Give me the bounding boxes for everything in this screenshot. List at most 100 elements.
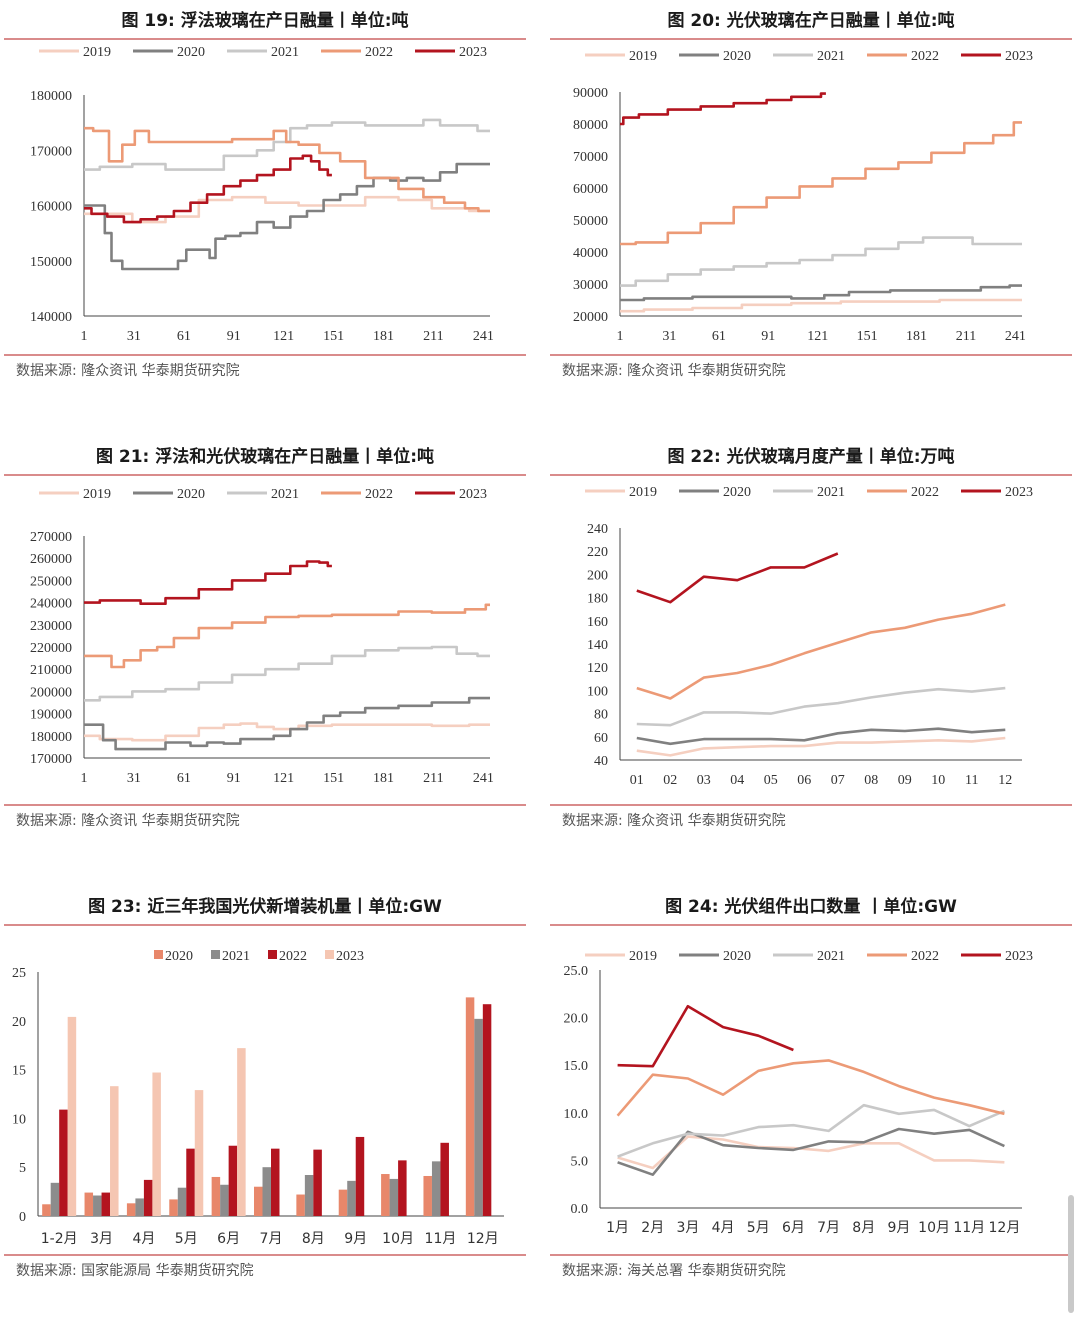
x-tick-label: 121 (273, 771, 294, 786)
x-tick-label: 5月 (747, 1220, 770, 1236)
legend-label-2019: 2019 (83, 487, 111, 502)
y-tick-label: 250000 (30, 574, 72, 589)
chart-21-svg: 2019 2020 2021 2022 2023 170000 180000 190000 20… (30, 487, 494, 786)
x-tick-label: 1 (617, 329, 624, 344)
bar-2020-12月 (465, 997, 475, 1216)
bar-2021-8月 (304, 1175, 314, 1216)
y-tick-label: 230000 (30, 619, 72, 634)
legend-label-2020: 2020 (723, 949, 751, 964)
bar-2023-4月 (152, 1072, 161, 1216)
legend-label-2023: 2023 (1005, 49, 1033, 64)
y-tick-label: 160 (587, 615, 608, 630)
bar-2023-6月 (237, 1048, 246, 1216)
series-line-2020 (617, 1127, 1005, 1176)
y-tick-label: 200000 (30, 685, 72, 700)
y-tick-label: 180000 (30, 730, 72, 745)
y-tick-label: 20.0 (564, 1012, 589, 1027)
x-tick-label: 151 (323, 771, 344, 786)
bar-2023-3月 (110, 1086, 119, 1216)
x-tick-label: 01 (630, 773, 644, 788)
legend-label-2023: 2023 (1005, 485, 1033, 500)
y-tick-label: 10.0 (564, 1107, 589, 1122)
x-tick-label: 03 (697, 773, 711, 788)
x-tick-label: 12月 (467, 1231, 499, 1247)
x-tick-label: 5月 (175, 1231, 198, 1247)
chart-panel-23: 图 23: 近三年我国光伏新增装机量丨单位:GW 2020 2021 2022 202… (4, 890, 526, 1290)
legend-swatch-2020 (154, 950, 163, 959)
series-line-2020 (636, 727, 1006, 746)
series-line-2022 (84, 126, 490, 213)
y-tick-label: 10 (12, 1112, 26, 1127)
chart-title-24: 图 24: 光伏组件出口数量 丨单位:GW (550, 890, 1072, 926)
x-tick-label: 211 (423, 329, 443, 344)
x-tick-label: 11月 (953, 1220, 985, 1236)
series-line-2019 (636, 736, 1006, 757)
x-tick-label: 181 (373, 771, 394, 786)
x-tick-label: 1 (81, 771, 88, 786)
series-line-2020 (84, 696, 490, 751)
x-tick-label: 91 (227, 771, 241, 786)
y-tick-label: 200 (587, 568, 608, 583)
bar-2020-11月 (423, 1175, 432, 1216)
chart-panel-21: 图 21: 浮法和光伏玻璃在产日融量丨单位:吨 2019 2020 2021 2022… (4, 440, 526, 832)
y-tick-label: 180 (587, 592, 608, 607)
legend-label-2020: 2020 (177, 487, 205, 502)
y-tick-label: 70000 (573, 150, 608, 165)
y-tick-label: 190000 (30, 708, 72, 723)
x-tick-label: 9月 (887, 1220, 910, 1236)
source-divider (550, 804, 1072, 806)
x-tick-label: 151 (323, 329, 344, 344)
legend-swatch-2021 (211, 950, 220, 959)
chart-panel-22: 图 22: 光伏玻璃月度产量丨单位:万吨 2019 2020 2021 2022 202… (550, 440, 1072, 832)
bar-2022-12月 (482, 1004, 492, 1216)
y-tick-label: 5 (19, 1161, 26, 1176)
legend-label-2023: 2023 (459, 487, 487, 502)
chart-source-22: 数据来源: 隆众资讯 华泰期货研究院 (562, 813, 786, 829)
y-tick-label: 40000 (573, 246, 608, 261)
bar-2021-12月 (474, 1018, 483, 1216)
bar-2020-4月 (126, 1203, 136, 1216)
y-tick-label: 240000 (30, 597, 72, 612)
legend-label-2022: 2022 (911, 49, 939, 64)
y-tick-label: 170000 (30, 752, 72, 767)
series-line-2022 (636, 603, 1006, 700)
series-line-2023 (84, 560, 332, 605)
x-tick-label: 08 (864, 773, 878, 788)
y-tick-label: 140000 (30, 310, 72, 325)
x-tick-label: 10月 (382, 1231, 414, 1247)
x-tick-label: 09 (898, 773, 912, 788)
y-tick-label: 20000 (573, 310, 608, 325)
x-tick-label: 12月 (989, 1220, 1021, 1236)
y-tick-label: 15 (12, 1064, 26, 1079)
chart-24-svg: 2019 2020 2021 2022 2023 0.0 5.0 10.0 15.0 20.0 25… (564, 949, 1034, 1236)
series-line-2021 (620, 236, 1022, 287)
x-tick-label: 31 (127, 771, 141, 786)
bar-2020-1-2月 (42, 1204, 51, 1216)
x-tick-label: 1 (81, 329, 88, 344)
series-line-2020 (620, 284, 1022, 302)
page-scrollbar[interactable] (1068, 1195, 1074, 1313)
bar-2020-7月 (254, 1186, 263, 1216)
y-tick-label: 140 (587, 638, 608, 653)
legend-label-2020: 2020 (165, 949, 193, 964)
legend-label-2022: 2022 (911, 949, 939, 964)
x-tick-label: 4月 (712, 1220, 735, 1236)
x-tick-label: 4月 (132, 1231, 155, 1247)
chart-22-svg: 2019 2020 2021 2022 2023 40 60 80 100 120 140 160 18… (585, 485, 1033, 788)
bar-2022-6月 (228, 1145, 238, 1216)
x-tick-label: 02 (663, 773, 677, 788)
y-tick-label: 15.0 (564, 1059, 589, 1074)
bar-2021-1-2月 (50, 1182, 60, 1216)
bar-2021-10月 (389, 1178, 399, 1216)
y-tick-label: 5.0 (571, 1154, 589, 1169)
y-tick-label: 0 (19, 1210, 26, 1225)
legend-label-2023: 2023 (1005, 949, 1033, 964)
bar-2022-10月 (398, 1160, 407, 1216)
y-tick-label: 260000 (30, 552, 72, 567)
chart-source-23: 数据来源: 国家能源局 华泰期货研究院 (16, 1263, 254, 1279)
series-line-2021 (84, 118, 490, 171)
legend-label-2019: 2019 (629, 949, 657, 964)
x-tick-label: 3月 (676, 1220, 699, 1236)
bar-2021-3月 (93, 1195, 102, 1216)
series-line-2020 (84, 162, 490, 271)
